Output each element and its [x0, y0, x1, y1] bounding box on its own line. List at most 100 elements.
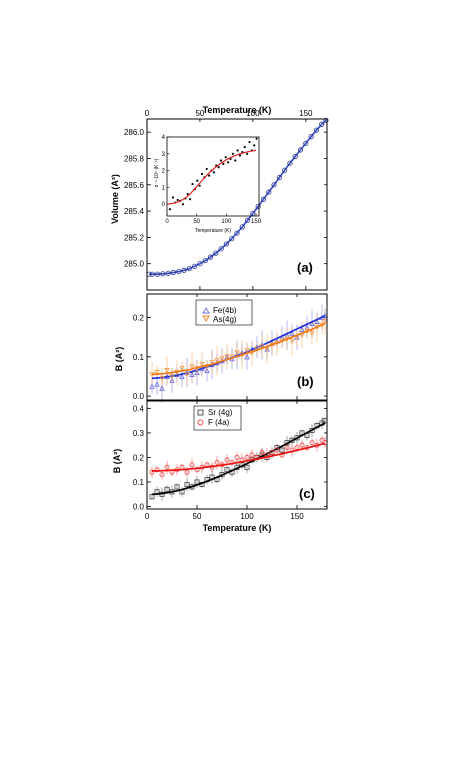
volume-data-point	[165, 270, 171, 276]
volume-data-point	[223, 241, 230, 247]
data-point	[154, 381, 160, 387]
data-point	[169, 373, 175, 380]
panel-b-frame	[146, 293, 328, 401]
data-point	[214, 459, 220, 465]
x-tick-label: 50	[193, 512, 202, 521]
data-point	[299, 326, 305, 332]
inset-x-axis-title: Temperature (K)	[195, 228, 231, 234]
panel-a: Temperature (K) Volume (A³) (a) 285.0 285…	[110, 105, 329, 291]
inset-y-tick-label: 4	[162, 135, 166, 141]
inset-data-point	[236, 149, 239, 152]
data-point	[159, 375, 165, 382]
volume-data-point	[308, 134, 314, 140]
volume-data-point	[154, 271, 161, 277]
inset-data-point	[191, 182, 194, 186]
inset-data-point	[176, 198, 179, 202]
panel-b: B (A²) (b) 0.0 0.1 0.2 Fe(4b) As(4g)	[114, 293, 328, 403]
data-point	[159, 472, 165, 478]
data-point	[189, 364, 195, 370]
inset-data-point	[224, 156, 227, 159]
data-point	[149, 494, 155, 500]
fit-line	[151, 322, 326, 376]
panel-c-frame	[146, 400, 328, 510]
inset-data-point	[255, 137, 258, 140]
inset-data-point	[212, 171, 215, 174]
volume-fit-line	[149, 119, 327, 275]
panel-b-legend-box	[195, 299, 253, 326]
inset-data-point	[181, 203, 185, 206]
panel-a-label: (a)	[297, 260, 313, 275]
y-tick-label: 285.8	[124, 154, 145, 163]
data-point	[284, 445, 290, 451]
data-point	[289, 330, 295, 336]
data-point	[309, 320, 315, 326]
x-tick-label: 0	[145, 109, 150, 118]
volume-data-point	[260, 196, 267, 202]
panel-a-x-axis-title: Temperature (K)	[203, 105, 272, 115]
volume-data-point	[149, 271, 155, 277]
inset-data-point	[171, 196, 175, 199]
volume-data-point	[160, 271, 166, 277]
fit-line	[151, 422, 326, 496]
x-tick-label: 50	[195, 109, 204, 118]
volume-data-point	[197, 261, 203, 267]
inset-data-point	[238, 154, 242, 157]
data-point	[299, 442, 305, 448]
inset-x-tick-label: 150	[251, 219, 262, 225]
volume-data-point	[186, 265, 192, 272]
y-tick-label: 0.3	[133, 429, 145, 438]
volume-data-point	[181, 267, 187, 273]
inset-frame	[166, 136, 260, 217]
inset-x-tick-label: 100	[221, 219, 232, 225]
inset-y-axis-title: α⁻¹·10⁵ (K⁻¹)	[154, 158, 160, 187]
panel-b-label: (b)	[297, 374, 314, 389]
panel-c-label: (c)	[299, 486, 315, 501]
data-point	[219, 356, 225, 362]
data-point	[224, 467, 230, 473]
data-point	[184, 371, 190, 378]
volume-data-point	[282, 167, 288, 173]
volume-data-point	[303, 140, 309, 146]
inset-x-tick-label: 50	[193, 219, 200, 225]
inset-fit-line	[166, 149, 257, 205]
y-tick-label: 285.4	[124, 207, 145, 216]
panel-c-legend: Sr (4g) F (4a)	[193, 405, 242, 431]
volume-data-point	[192, 263, 198, 269]
panel-b-legend: Fe(4b) As(4g)	[195, 299, 253, 326]
data-point	[274, 447, 280, 453]
data-point	[309, 330, 315, 337]
data-point	[244, 353, 250, 360]
volume-data-point	[287, 160, 293, 166]
data-point	[204, 364, 210, 370]
data-point	[224, 354, 230, 360]
legend-f-circle-icon	[197, 419, 204, 426]
inset-data-point	[243, 145, 246, 149]
inset-data-point	[222, 162, 225, 165]
volume-data-point	[213, 250, 219, 256]
data-point	[164, 464, 170, 470]
data-point	[149, 469, 155, 475]
x-tick-label: 0	[145, 512, 150, 521]
volume-data-point	[229, 236, 235, 242]
y-tick-label: 286.0	[124, 128, 145, 137]
data-point	[309, 440, 315, 446]
inset-data-point	[196, 179, 199, 182]
y-tick-label: 0.1	[133, 353, 145, 362]
data-point	[184, 469, 190, 475]
inset-data-point	[227, 161, 230, 164]
data-point	[179, 373, 185, 379]
volume-data-point	[276, 174, 282, 181]
inset-data-point	[246, 152, 249, 155]
data-point	[269, 450, 275, 456]
panel-a-frame	[146, 118, 328, 291]
data-point	[244, 454, 250, 460]
legend-fe-label: Fe(4b)	[213, 306, 237, 315]
inset-data-point	[217, 166, 220, 169]
volume-data-point	[292, 153, 298, 160]
inset-data-point	[253, 144, 256, 147]
legend-as-label: As(4g)	[213, 315, 237, 324]
y-tick-label: 0.1	[133, 478, 145, 487]
volume-data-point	[244, 217, 251, 223]
inset-data-point	[208, 174, 211, 177]
